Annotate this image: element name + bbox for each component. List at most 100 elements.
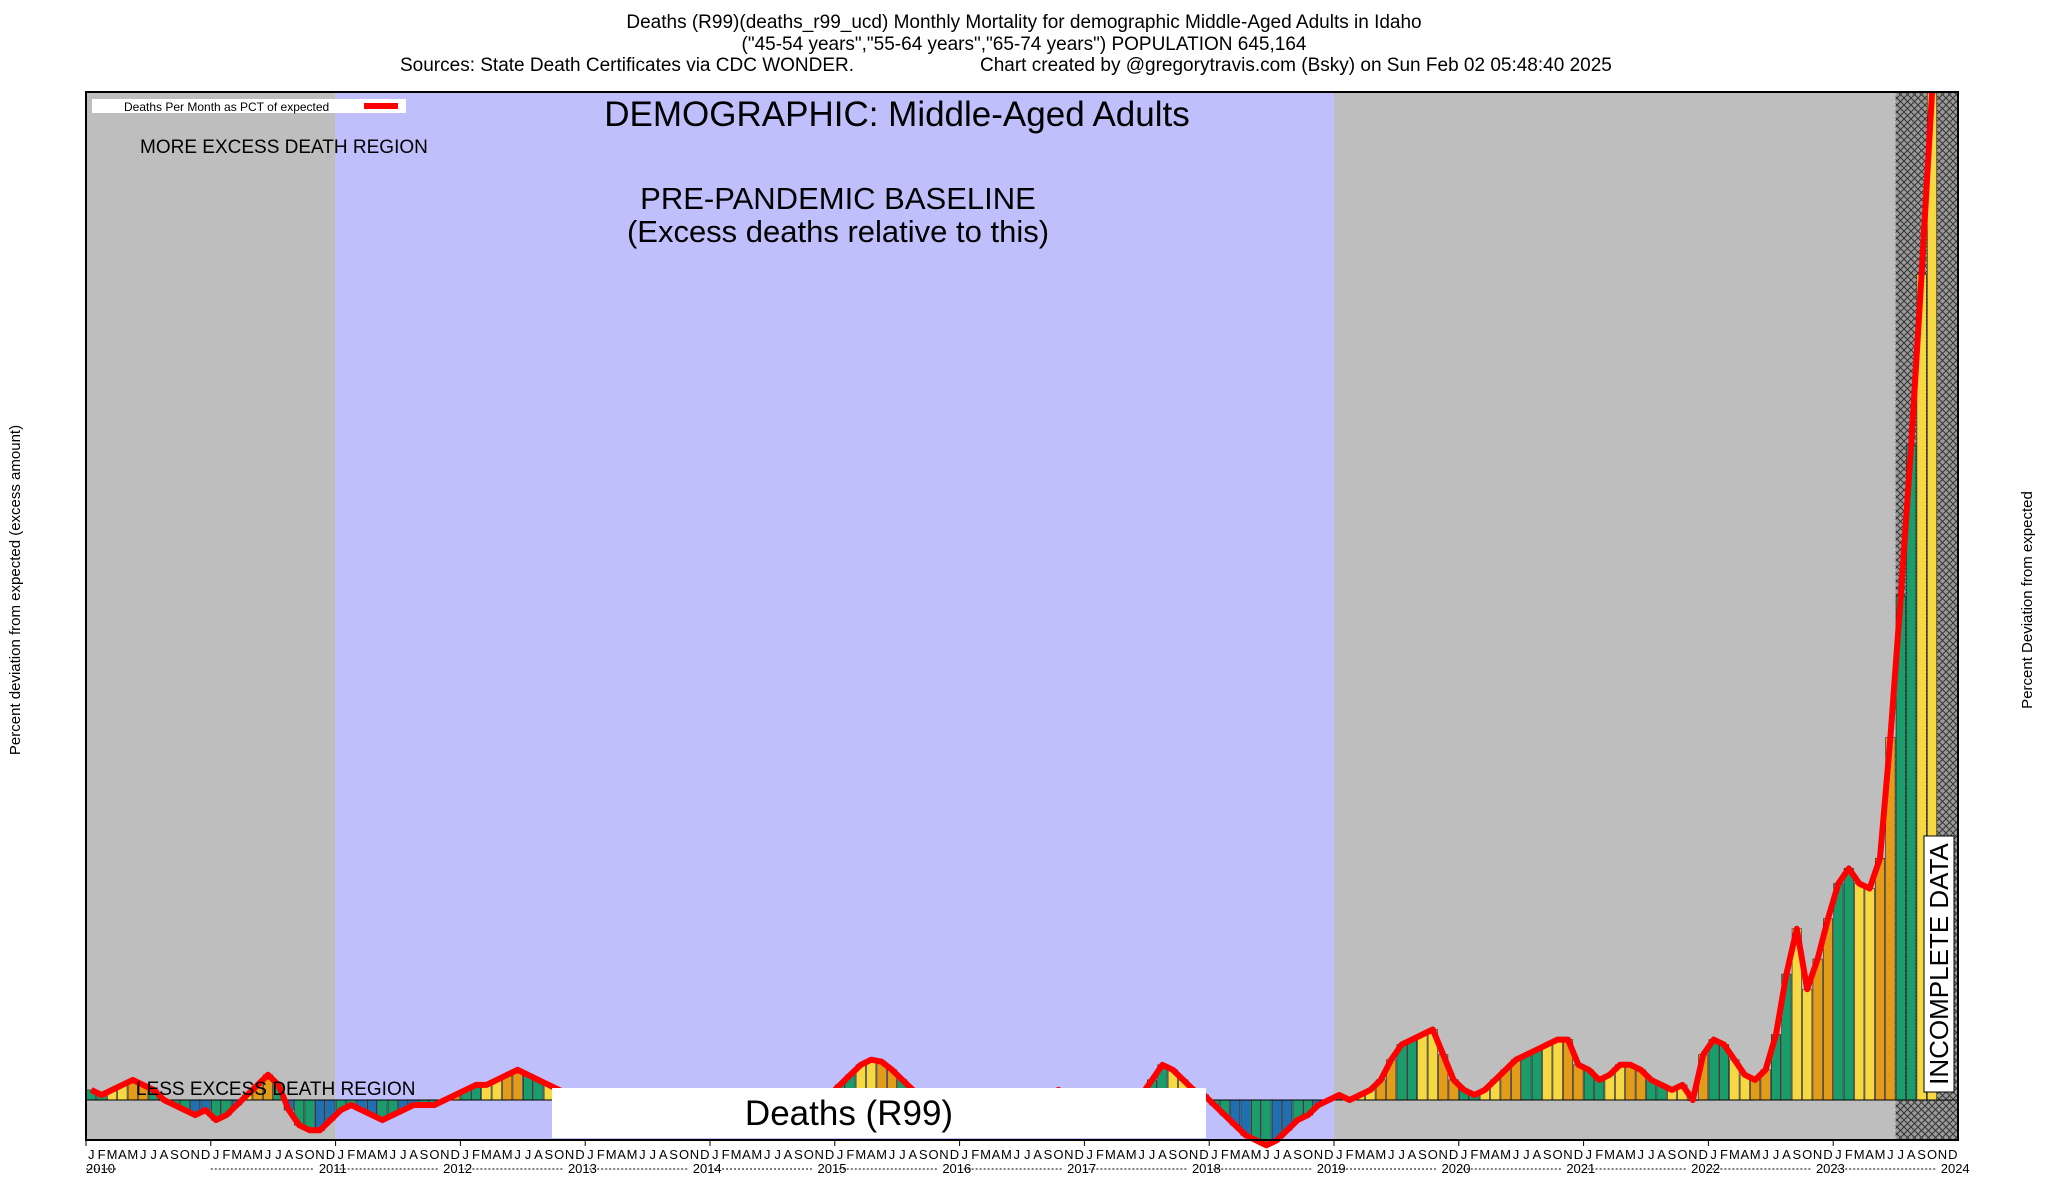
month-tick-label: M bbox=[1126, 1147, 1137, 1162]
month-tick-label: J bbox=[639, 1147, 646, 1162]
month-tick-label: F bbox=[1845, 1147, 1853, 1162]
data-bar bbox=[1407, 1039, 1418, 1101]
month-tick-label: O bbox=[1053, 1147, 1063, 1162]
month-tick-label: J bbox=[962, 1147, 969, 1162]
y-axis-label-left: Percent deviation from expected (excess … bbox=[7, 425, 24, 755]
year-tick-label: 2022 bbox=[1691, 1161, 1720, 1176]
chart-title-line2: ("45-54 years","55-64 years","65-74 year… bbox=[741, 34, 1307, 55]
year-tick-label: 2012 bbox=[443, 1161, 472, 1176]
year-tick-label: 2023 bbox=[1816, 1161, 1845, 1176]
month-tick-label: O bbox=[1178, 1147, 1188, 1162]
year-tick-label: 2019 bbox=[1317, 1161, 1346, 1176]
data-bar bbox=[1625, 1064, 1636, 1101]
month-tick-label: J bbox=[650, 1147, 657, 1162]
month-tick-label: J bbox=[1648, 1147, 1655, 1162]
month-tick-label: N bbox=[939, 1147, 948, 1162]
baseline-region bbox=[335, 92, 1335, 1140]
data-bar bbox=[1573, 1064, 1584, 1101]
month-tick-label: D bbox=[700, 1147, 709, 1162]
year-tick-label: 2021 bbox=[1566, 1161, 1595, 1176]
month-tick-label: M bbox=[855, 1147, 866, 1162]
month-tick-label: D bbox=[326, 1147, 335, 1162]
month-tick-label: A bbox=[284, 1147, 293, 1162]
month-tick-label: M bbox=[1355, 1147, 1366, 1162]
month-tick-label: N bbox=[815, 1147, 824, 1162]
month-tick-label: F bbox=[1221, 1147, 1229, 1162]
month-tick-label: J bbox=[390, 1147, 397, 1162]
month-tick-label: F bbox=[1595, 1147, 1603, 1162]
incomplete-box bbox=[1923, 835, 1955, 1093]
month-tick-label: J bbox=[514, 1147, 521, 1162]
month-tick-label: S bbox=[1293, 1147, 1302, 1162]
month-tick-label: J bbox=[88, 1147, 95, 1162]
month-tick-label: A bbox=[534, 1147, 543, 1162]
month-tick-label: J bbox=[1211, 1147, 1218, 1162]
month-tick-label: J bbox=[1263, 1147, 1270, 1162]
month-tick-label: M bbox=[1251, 1147, 1262, 1162]
month-tick-label: F bbox=[1470, 1147, 1478, 1162]
baseline-label-2: (Excess deaths relative to this) bbox=[627, 214, 1049, 249]
month-tick-label: A bbox=[1616, 1147, 1625, 1162]
year-tick-label: 2016 bbox=[942, 1161, 971, 1176]
data-bar bbox=[1251, 1099, 1262, 1141]
month-tick-label: M bbox=[481, 1147, 492, 1162]
month-tick-label: J bbox=[587, 1147, 594, 1162]
month-tick-label: N bbox=[1439, 1147, 1448, 1162]
data-bar bbox=[1843, 868, 1854, 1101]
month-tick-label: A bbox=[1241, 1147, 1250, 1162]
month-tick-label: S bbox=[1543, 1147, 1552, 1162]
month-tick-label: O bbox=[679, 1147, 689, 1162]
month-tick-label: O bbox=[929, 1147, 939, 1162]
less-excess-label: LESS EXCESS DEATH REGION bbox=[136, 1079, 415, 1100]
month-tick-label: A bbox=[992, 1147, 1001, 1162]
month-tick-label: M bbox=[876, 1147, 887, 1162]
month-tick-label: D bbox=[1699, 1147, 1708, 1162]
month-tick-label: D bbox=[1324, 1147, 1333, 1162]
month-tick-label: J bbox=[1586, 1147, 1593, 1162]
incomplete-label: INCOMPLETE DATA bbox=[1924, 842, 1954, 1084]
month-tick-label: M bbox=[606, 1147, 617, 1162]
month-tick-label: A bbox=[784, 1147, 793, 1162]
year-tick-label: 2018 bbox=[1192, 1161, 1221, 1176]
data-bar bbox=[1417, 1034, 1428, 1101]
month-tick-label: O bbox=[1303, 1147, 1313, 1162]
data-bar bbox=[1823, 918, 1834, 1101]
month-tick-label: J bbox=[1762, 1147, 1769, 1162]
cause-box bbox=[552, 1088, 1206, 1138]
data-bar bbox=[1261, 1099, 1272, 1146]
month-tick-label: D bbox=[825, 1147, 834, 1162]
month-tick-label: J bbox=[275, 1147, 282, 1162]
data-bar bbox=[1864, 888, 1875, 1101]
month-tick-label: J bbox=[1773, 1147, 1780, 1162]
month-tick-label: D bbox=[1199, 1147, 1208, 1162]
month-tick-label: O bbox=[1677, 1147, 1687, 1162]
month-tick-label: A bbox=[1740, 1147, 1749, 1162]
month-tick-label: J bbox=[1138, 1147, 1145, 1162]
year-tick-label: 2020 bbox=[1442, 1161, 1471, 1176]
month-tick-label: N bbox=[565, 1147, 574, 1162]
month-tick-label: A bbox=[1408, 1147, 1417, 1162]
month-tick-label: M bbox=[980, 1147, 991, 1162]
data-bar bbox=[1875, 858, 1886, 1101]
month-tick-label: M bbox=[1230, 1147, 1241, 1162]
month-tick-label: F bbox=[1720, 1147, 1728, 1162]
month-tick-label: J bbox=[1388, 1147, 1395, 1162]
month-tick-label: J bbox=[774, 1147, 781, 1162]
month-tick-label: J bbox=[400, 1147, 407, 1162]
month-tick-label: M bbox=[356, 1147, 367, 1162]
month-tick-label: N bbox=[1813, 1147, 1822, 1162]
month-tick-label: F bbox=[1346, 1147, 1354, 1162]
data-bar bbox=[1542, 1044, 1553, 1101]
month-tick-label: M bbox=[1604, 1147, 1615, 1162]
month-tick-label: O bbox=[305, 1147, 315, 1162]
month-tick-label: N bbox=[690, 1147, 699, 1162]
month-tick-label: D bbox=[1948, 1147, 1957, 1162]
month-tick-label: J bbox=[338, 1147, 345, 1162]
month-tick-label: J bbox=[1149, 1147, 1156, 1162]
year-tick-label: 2010 bbox=[86, 1161, 115, 1176]
month-tick-label: M bbox=[1729, 1147, 1740, 1162]
month-tick-label: F bbox=[597, 1147, 605, 1162]
month-tick-label: D bbox=[1075, 1147, 1084, 1162]
month-tick-label: N bbox=[191, 1147, 200, 1162]
month-tick-label: S bbox=[170, 1147, 179, 1162]
